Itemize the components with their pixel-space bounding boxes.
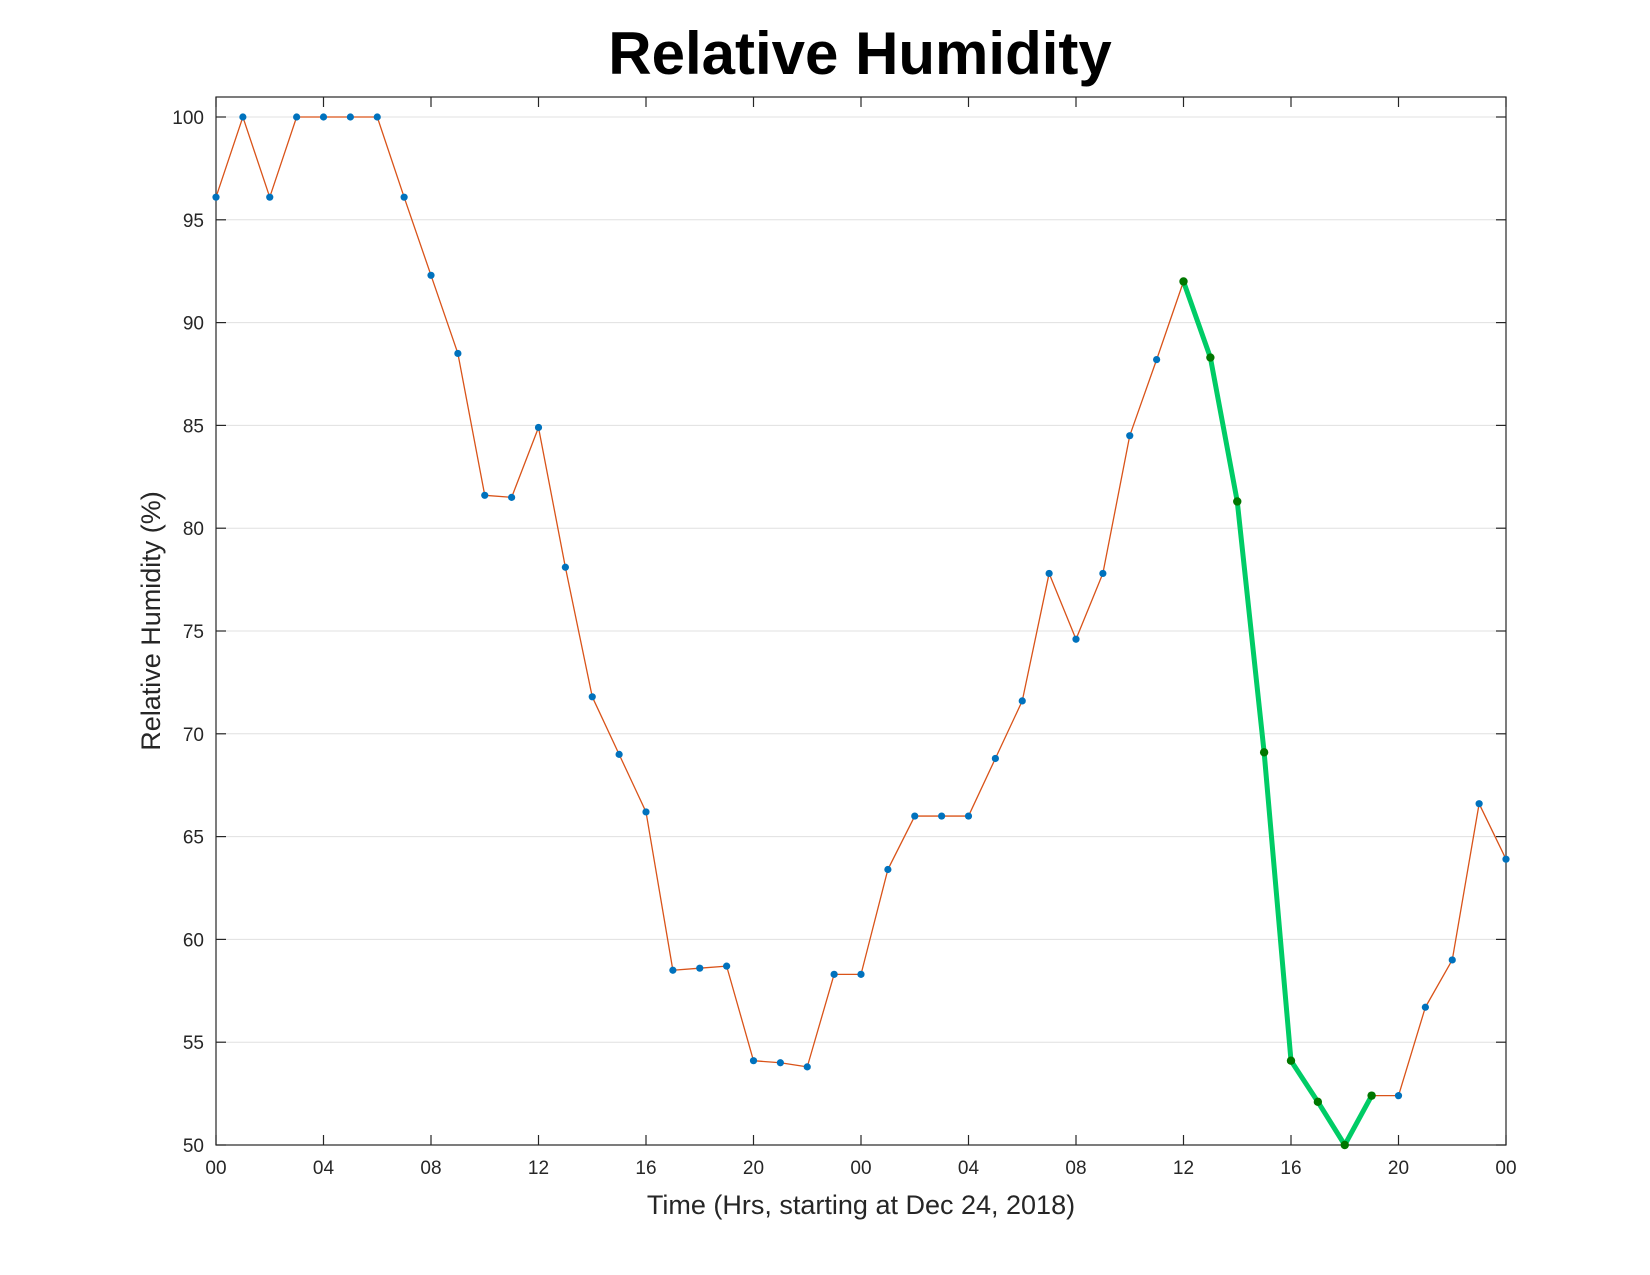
x-tick-label: 16 (1280, 1158, 1301, 1179)
data-point (696, 964, 704, 972)
data-point (1448, 956, 1456, 964)
data-point (911, 812, 919, 820)
data-point (239, 113, 247, 121)
highlight-series (1179, 277, 1376, 1150)
data-point (830, 970, 838, 978)
data-point (561, 563, 569, 571)
data-point (991, 754, 999, 763)
data-point (749, 1057, 758, 1065)
data-point (1153, 356, 1161, 364)
x-tick-label: 00 (850, 1158, 871, 1179)
x-tick-label: 12 (1173, 1158, 1194, 1179)
y-tick-label: 55 (183, 1033, 204, 1054)
data-point (373, 113, 381, 121)
x-tick-label: 00 (205, 1158, 226, 1179)
y-tick-label: 80 (183, 519, 204, 540)
y-tick-label: 65 (183, 828, 204, 849)
y-tick-label: 100 (172, 108, 204, 129)
data-point (1394, 1092, 1403, 1100)
y-tick-label: 60 (183, 930, 204, 951)
data-point (964, 812, 973, 820)
x-tick-labels: 00 04 08 12 16 20 00 04 08 12 16 20 00 (205, 1158, 1516, 1179)
data-point (1072, 635, 1080, 643)
data-point (266, 193, 274, 201)
data-point (481, 491, 489, 499)
data-point (319, 113, 328, 121)
data-point (1018, 697, 1026, 705)
data-point (669, 966, 677, 974)
x-axis-label: Time (Hrs, starting at Dec 24, 2018) (647, 1190, 1075, 1220)
data-point (1421, 1003, 1429, 1011)
x-tick-label: 20 (743, 1158, 764, 1179)
highlight-point (1259, 748, 1269, 757)
highlight-point (1340, 1140, 1349, 1150)
x-tick-label: 00 (1495, 1158, 1516, 1179)
y-tick-label: 95 (183, 211, 204, 232)
x-tick-label: 16 (635, 1158, 656, 1179)
axis-ticks (215, 97, 1507, 1146)
data-point (293, 113, 301, 121)
data-point (534, 423, 543, 432)
data-point (857, 970, 865, 978)
data-point (938, 812, 946, 820)
data-point (615, 750, 623, 758)
data-point (346, 113, 354, 121)
data-point (588, 693, 596, 701)
y-axis-label: Relative Humidity (%) (136, 491, 166, 751)
data-point (884, 865, 892, 874)
data-point (1126, 432, 1134, 440)
y-tick-labels: 50 55 60 65 70 75 80 85 90 95 100 (172, 108, 204, 1157)
y-tick-label: 90 (183, 314, 204, 335)
x-tick-label: 08 (1065, 1158, 1086, 1179)
x-tick-label: 08 (420, 1158, 441, 1179)
data-point (508, 493, 516, 501)
data-point (454, 349, 462, 358)
data-point (1045, 569, 1053, 578)
data-point (776, 1059, 784, 1067)
data-point (212, 193, 220, 201)
data-point (803, 1063, 811, 1071)
highlight-point (1206, 353, 1215, 362)
data-point (1502, 855, 1510, 863)
highlight-point (1233, 497, 1242, 506)
plot-frame (215, 96, 1507, 1146)
highlight-point (1367, 1091, 1376, 1100)
data-point (642, 808, 650, 816)
data-point (723, 962, 731, 970)
grid-lines (216, 116, 1506, 1043)
highlight-point (1286, 1056, 1296, 1065)
y-tick-label: 85 (183, 416, 204, 437)
chart-title: Relative Humidity (608, 20, 1112, 87)
data-point (1475, 800, 1483, 808)
x-tick-label: 04 (313, 1158, 335, 1179)
y-tick-label: 70 (183, 725, 204, 746)
data-point (400, 193, 408, 201)
data-point (1099, 569, 1107, 578)
x-tick-label: 12 (528, 1158, 549, 1179)
y-tick-label: 75 (183, 622, 204, 643)
highlight-point (1179, 277, 1188, 286)
x-tick-label: 20 (1388, 1158, 1409, 1179)
y-tick-label: 50 (183, 1136, 204, 1157)
highlight-line (1181, 278, 1375, 1148)
highlight-point (1313, 1097, 1323, 1107)
data-point (427, 271, 435, 279)
x-tick-label: 04 (958, 1158, 980, 1179)
